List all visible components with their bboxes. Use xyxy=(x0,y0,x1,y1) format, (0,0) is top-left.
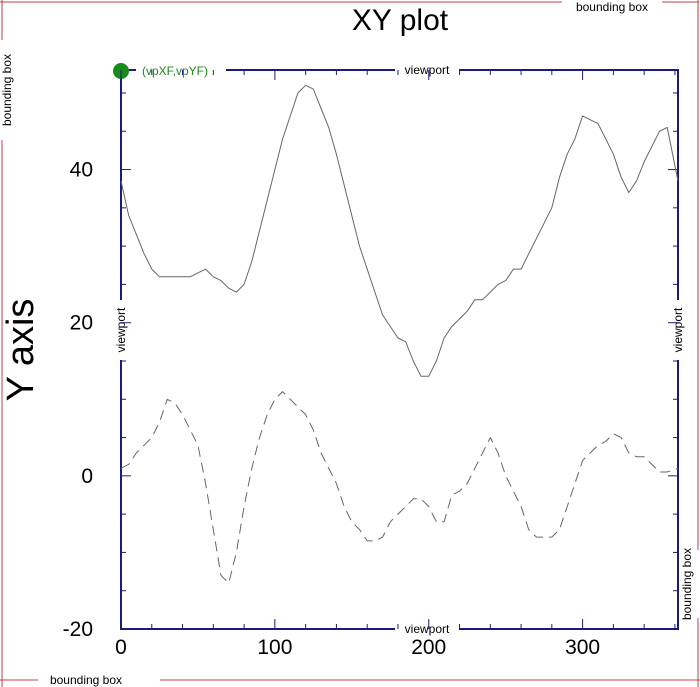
viewport-label-top: viewport xyxy=(405,63,450,77)
series-line-solid xyxy=(120,84,679,377)
x-tick-label: 200 xyxy=(411,636,446,659)
axis-tick-labels: 0 100 200 300 -20 0 20 40 xyxy=(63,159,600,659)
series-line-dashed xyxy=(120,391,679,584)
x-tick-label: 0 xyxy=(115,636,127,659)
viewport-origin-label: (vpXF,vpYF) xyxy=(142,64,208,78)
chart-title: XY plot xyxy=(352,4,449,37)
y-tick-label: 20 xyxy=(70,312,93,335)
viewport-label-right: viewport xyxy=(671,307,685,352)
y-tick-label: 40 xyxy=(70,159,93,182)
bounding-box-label-left: bounding box xyxy=(0,54,14,126)
y-tick-label: 0 xyxy=(81,465,93,488)
y-axis-label: Y axis xyxy=(0,299,42,402)
viewport-label-bottom: viewport xyxy=(405,622,450,636)
x-tick-label: 300 xyxy=(565,636,600,659)
axis-ticks xyxy=(120,70,678,630)
data-series xyxy=(120,84,679,584)
y-tick-label: -20 xyxy=(63,618,93,641)
bounding-box-label-right: bounding box xyxy=(680,548,694,620)
bounding-box-label-top: bounding box xyxy=(576,0,648,14)
viewport-frame xyxy=(120,69,679,630)
viewport-label-left: viewport xyxy=(114,307,128,352)
x-tick-label: 100 xyxy=(257,636,292,659)
bounding-box-label-bottom: bounding box xyxy=(50,673,122,687)
